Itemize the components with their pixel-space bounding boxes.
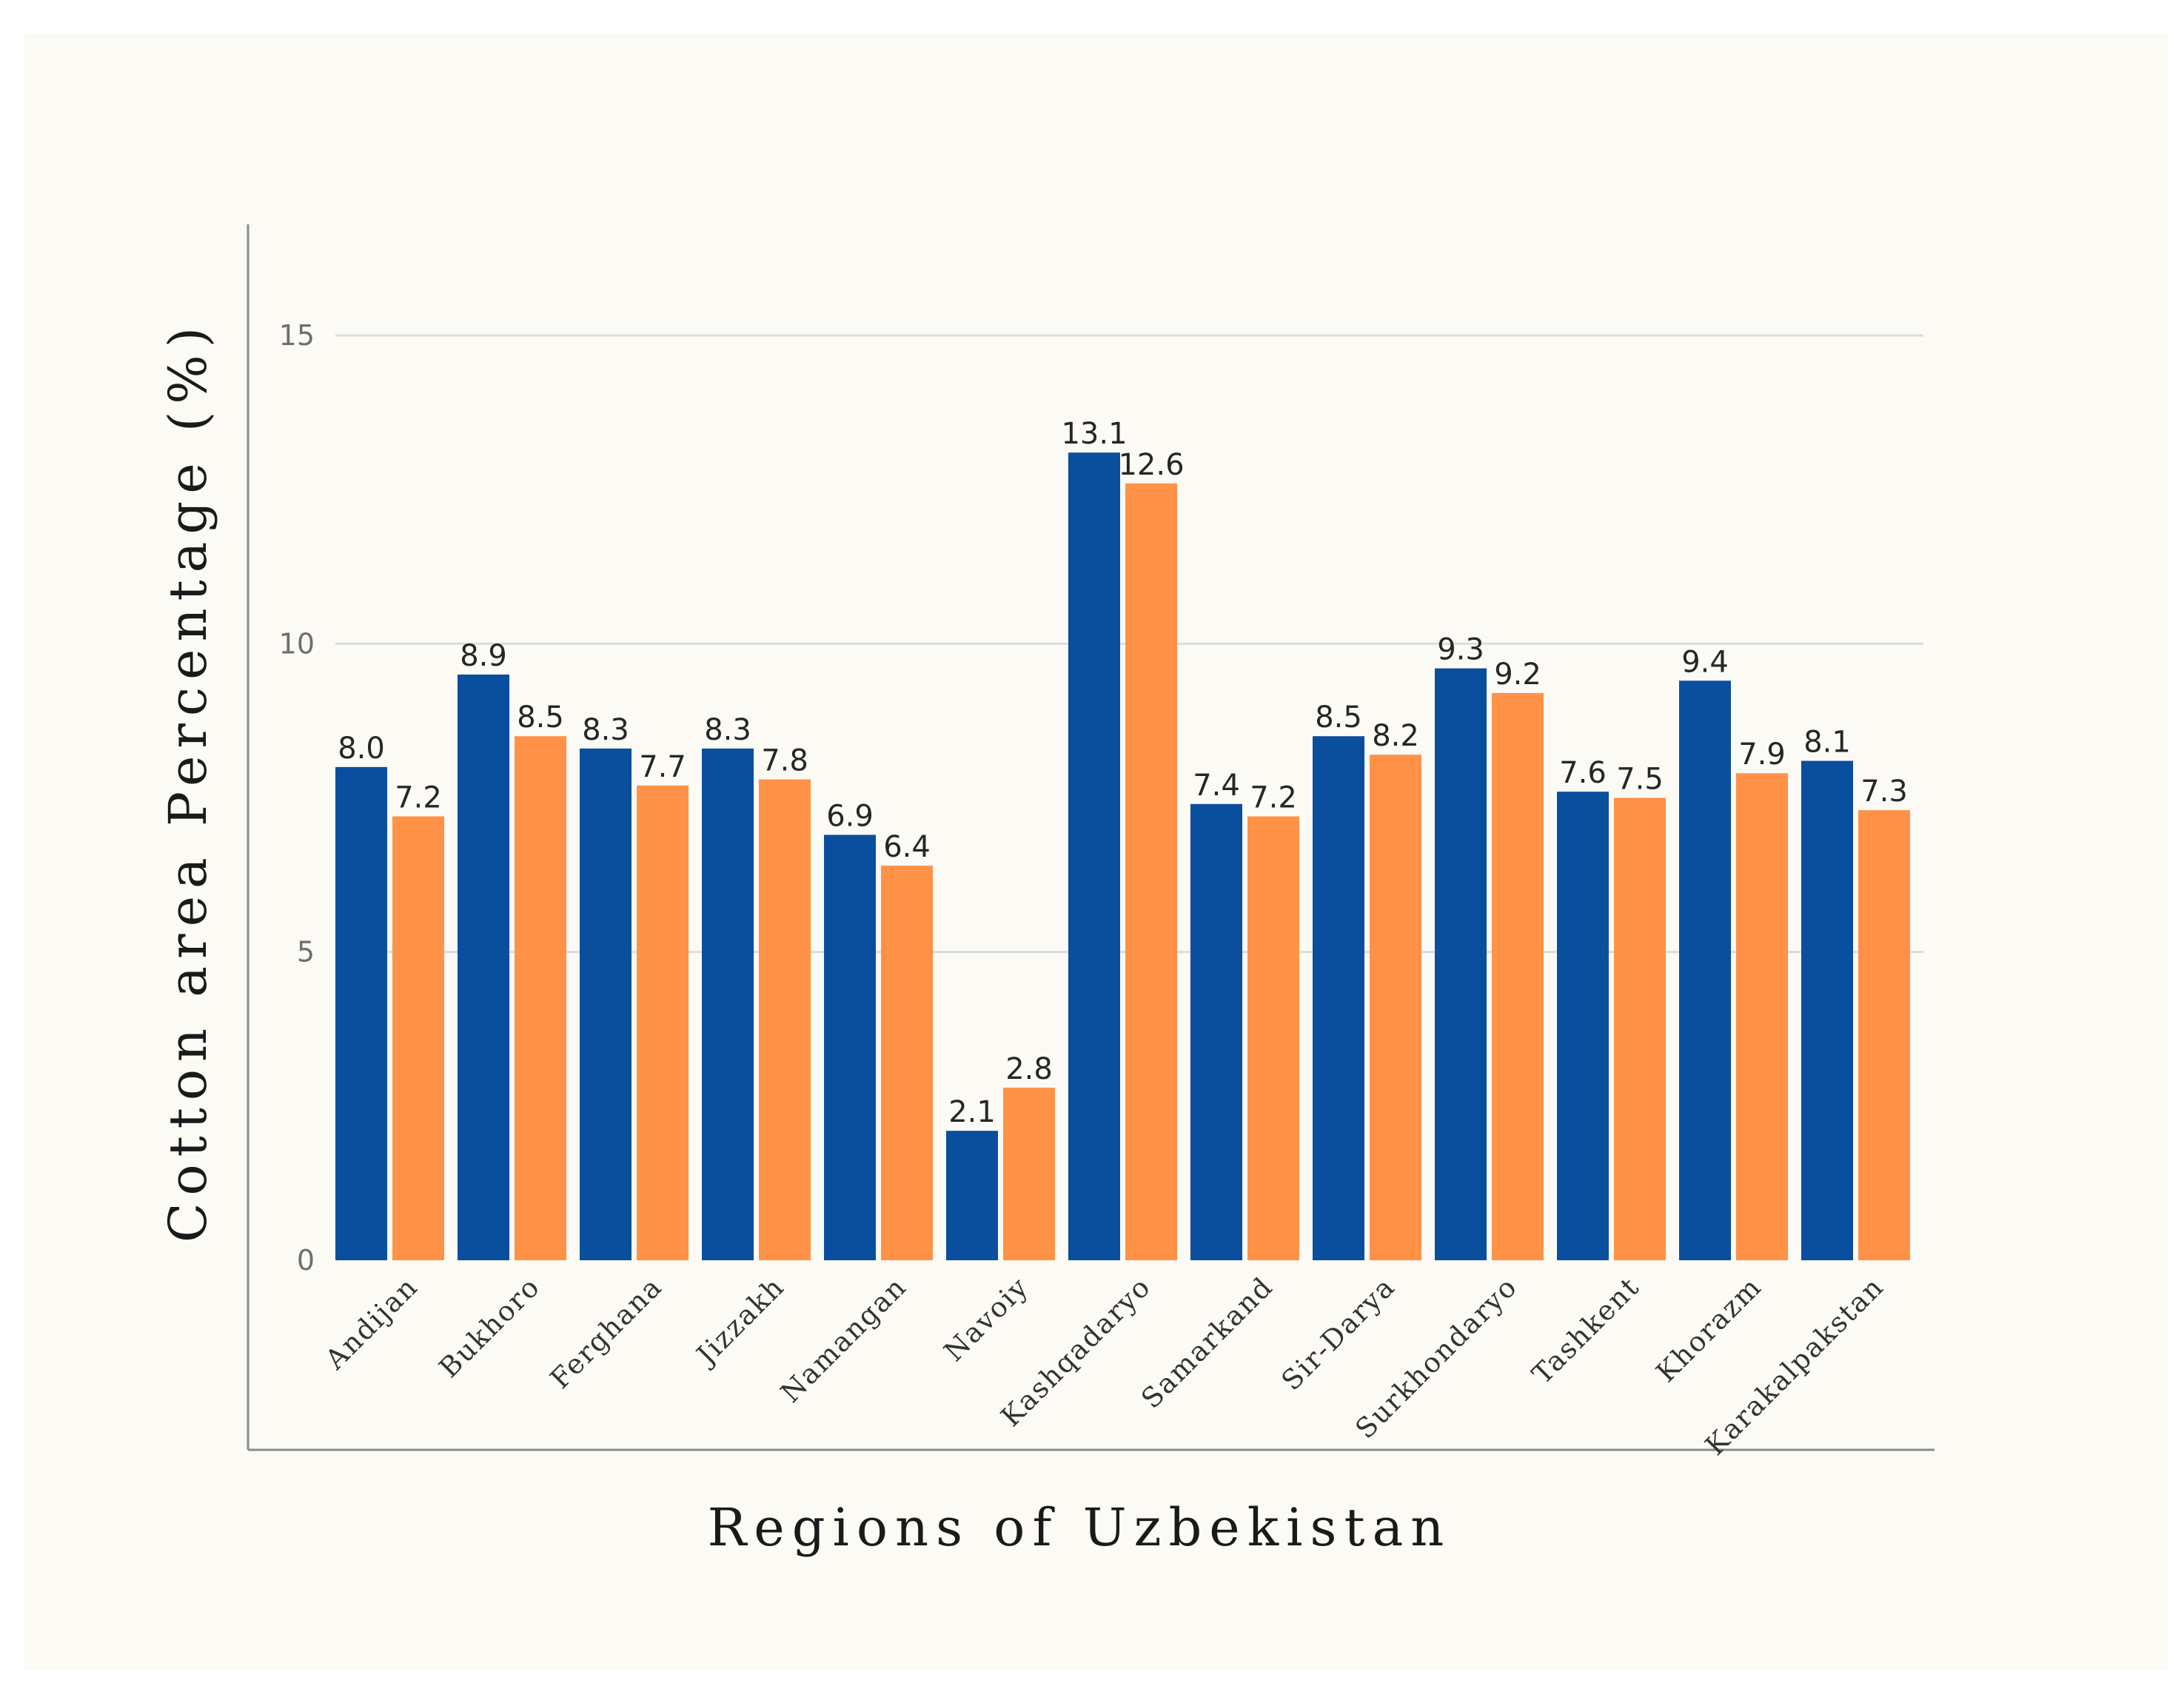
bar [1736, 773, 1788, 1260]
data-label: 9.3 [1437, 633, 1484, 667]
y-tick-labels: 0 5 10 15 [279, 319, 315, 1277]
data-label: 7.2 [395, 780, 442, 815]
bar [1679, 680, 1731, 1260]
category-label: Sir-Darya [1276, 1271, 1401, 1397]
bar [335, 766, 387, 1260]
bar [458, 674, 509, 1260]
bar [1190, 803, 1242, 1260]
y-axis-title: Cotton area Percentage (%) [158, 320, 218, 1242]
x-axis-title: Regions of Uzbekistan [708, 1497, 1452, 1558]
bar [881, 866, 933, 1260]
data-label: 8.2 [1372, 719, 1419, 753]
data-label: 7.6 [1559, 756, 1607, 790]
bar [1003, 1087, 1055, 1260]
data-label: 8.0 [338, 732, 385, 766]
data-label: 6.9 [826, 799, 874, 833]
data-label: 9.2 [1494, 658, 1541, 692]
bar [1614, 797, 1666, 1260]
data-label: 8.1 [1803, 726, 1851, 760]
category-label: Andijan [318, 1271, 423, 1376]
bar [1435, 668, 1487, 1260]
data-label: 6.4 [883, 830, 931, 864]
bar [1370, 755, 1421, 1260]
data-label: 7.4 [1193, 769, 1240, 803]
bar [1247, 816, 1299, 1260]
data-label: 2.8 [1005, 1052, 1053, 1086]
y-tick-label: 15 [279, 319, 315, 352]
y-tick-label: 0 [297, 1244, 315, 1277]
bar [824, 835, 876, 1260]
category-label: Tashkent [1526, 1271, 1646, 1391]
data-label: 7.8 [761, 744, 808, 778]
category-label: Namangan [774, 1271, 913, 1409]
bar [1492, 692, 1544, 1260]
bar [580, 748, 632, 1260]
data-label: 7.5 [1616, 763, 1664, 797]
value-labels: 8.0 7.2 8.9 8.5 8.3 7.7 8.3 7.8 6.9 6.4 2.1 2.8 13.1… [338, 417, 1908, 1129]
data-label: 7.2 [1250, 780, 1297, 815]
data-label: 8.9 [460, 639, 507, 673]
bar [702, 748, 754, 1260]
category-label: Ferghana [544, 1271, 669, 1395]
data-label: 7.7 [639, 750, 686, 784]
data-label: 12.6 [1118, 448, 1184, 482]
bar-chart: 0 5 10 15 8.0 7.2 8.9 8.5 8.3 7.7 8.3 7.8 6.9 6.4 2.1… [158, 224, 1935, 1558]
bar [946, 1131, 998, 1260]
chart-panel: 0 5 10 15 8.0 7.2 8.9 8.5 8.3 7.7 8.3 7.8 6.9 6.4 2.1… [24, 33, 2168, 1670]
data-label: 2.1 [948, 1095, 996, 1129]
bar [1557, 792, 1609, 1260]
data-label: 8.5 [1315, 700, 1362, 735]
bar [1858, 810, 1910, 1260]
data-label: 13.1 [1061, 417, 1127, 451]
bar [392, 816, 444, 1260]
category-label: Bukhoro [433, 1271, 546, 1384]
bar [1068, 452, 1120, 1260]
data-label: 8.3 [582, 713, 629, 747]
bar [1801, 760, 1853, 1260]
bar [1125, 483, 1177, 1260]
y-tick-label: 5 [297, 936, 315, 969]
bar [515, 736, 566, 1260]
y-tick-label: 10 [279, 627, 315, 660]
data-label: 8.5 [517, 700, 564, 735]
bar [1313, 736, 1364, 1260]
data-label: 9.4 [1681, 645, 1729, 679]
category-label: Navoiy [938, 1271, 1035, 1368]
category-label: Jizzakh [689, 1271, 791, 1373]
data-label: 7.3 [1860, 775, 1908, 809]
bars [335, 452, 1910, 1260]
category-label: Samarkand [1135, 1271, 1279, 1415]
category-label: Khorazm [1650, 1271, 1768, 1388]
data-label: 8.3 [704, 713, 751, 747]
bar [637, 785, 689, 1260]
bar [759, 779, 811, 1260]
data-label: 7.9 [1738, 738, 1786, 772]
